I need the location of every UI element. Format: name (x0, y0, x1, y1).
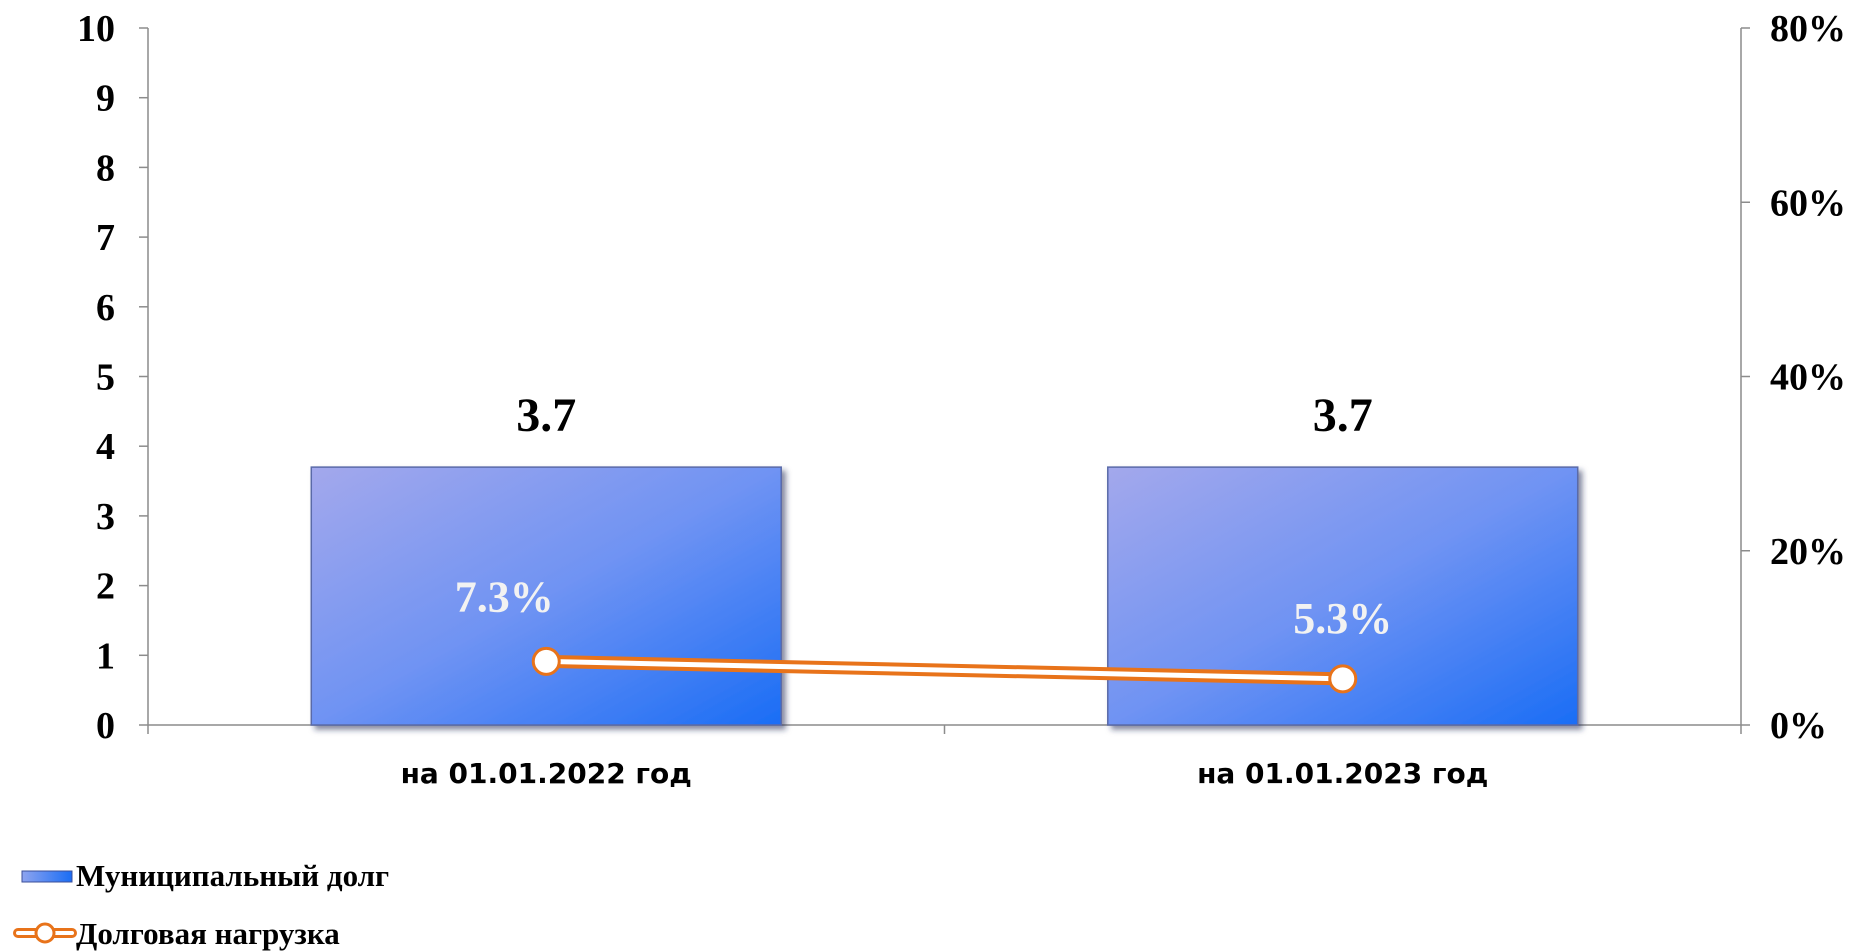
y-right-tick-label: 0% (1770, 705, 1827, 747)
y-left-tick-label: 9 (96, 78, 115, 120)
legend-label-line: Долговая нагрузка (76, 916, 340, 951)
legend-swatch-bar (21, 870, 73, 883)
y-left-tick-label: 8 (96, 147, 115, 189)
y-left-tick-label: 7 (96, 217, 115, 259)
legend-label-bar: Муниципальный долг (76, 858, 389, 893)
y-right-tick-label: 60% (1770, 182, 1846, 224)
x-tick-label: на 01.01.2022 год (401, 757, 692, 790)
line-layer (531, 646, 1358, 694)
x-tick-label: на 01.01.2023 год (1197, 757, 1488, 790)
line-point (1328, 664, 1358, 694)
line-data-label: 5.3% (1293, 594, 1392, 643)
y-right-tick-label: 40% (1770, 357, 1846, 399)
bar-data-label: 3.7 (1313, 389, 1373, 442)
y-right-tick-label: 80% (1770, 8, 1846, 50)
line-series-inner (543, 658, 1346, 682)
legend: Муниципальный долг Долговая нагрузка (13, 858, 389, 951)
y-left-tick-label: 3 (96, 496, 115, 538)
y-left-tick-label: 6 (96, 287, 115, 329)
y-left-tick-label: 4 (96, 426, 115, 468)
y-left-tick-label: 0 (96, 705, 115, 747)
bar (310, 466, 782, 726)
line-point (531, 646, 561, 676)
y-right-tick-label: 20% (1770, 531, 1846, 573)
y-left-tick-label: 5 (96, 357, 115, 399)
axes-layer: 0 1 2 3 4 5 6 7 8 9 10 0% 20% 40% 60% 80% на 01.01.2022 … (77, 8, 1846, 790)
bar-data-label: 3.7 (516, 389, 576, 442)
y-left-tick-label: 1 (96, 635, 115, 677)
line-data-label: 7.3% (455, 572, 554, 621)
legend-swatch-line-marker (34, 922, 56, 944)
y-left-tick-label: 10 (77, 8, 115, 50)
labels-layer: 3.7 3.7 7.3% 5.3% (455, 389, 1393, 643)
y-left-tick-label: 2 (96, 566, 115, 608)
